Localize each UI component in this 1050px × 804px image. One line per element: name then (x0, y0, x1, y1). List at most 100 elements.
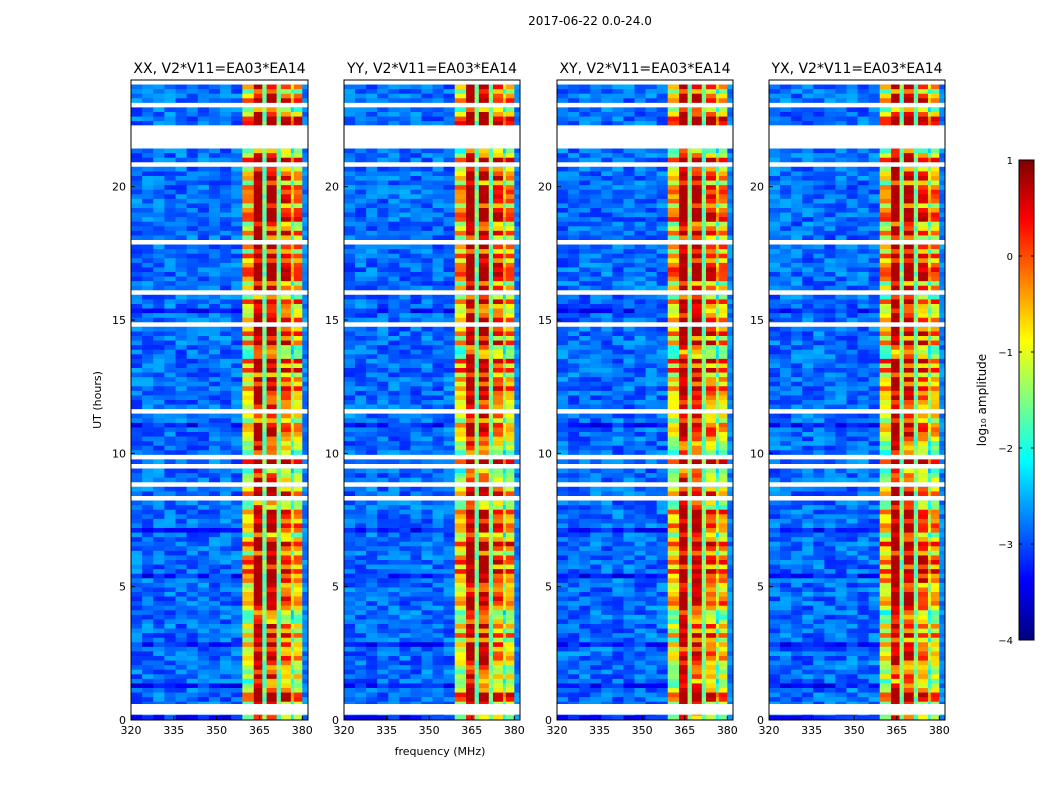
heatmap-cell (153, 249, 165, 254)
heatmap-cell (489, 107, 494, 112)
heatmap-cell (187, 473, 199, 478)
heatmap-cell (399, 610, 411, 615)
heatmap-cell (455, 299, 467, 304)
heatmap-cell (262, 98, 267, 103)
heatmap-cell (291, 149, 294, 154)
heatmap-cell (242, 597, 254, 602)
heatmap-cell (254, 610, 263, 615)
heatmap-cell (366, 382, 378, 387)
heatmap-cell (254, 683, 263, 688)
heatmap-cell (277, 149, 282, 154)
heatmap-cell (176, 249, 188, 254)
heatmap-cell (281, 647, 291, 652)
heatmap-cell (262, 606, 267, 611)
heatmap-cell (421, 405, 433, 410)
heatmap-cell (281, 619, 291, 624)
heatmap-cell (153, 697, 165, 702)
heatmap-cell (479, 528, 489, 533)
heatmap-cell (164, 569, 176, 574)
heatmap-cell (153, 679, 165, 684)
heatmap-cell (153, 363, 165, 368)
heatmap-cell (657, 94, 669, 99)
heatmap-cell (153, 167, 165, 172)
heatmap-cell (187, 487, 199, 492)
heatmap-cell (153, 642, 165, 647)
x-tick-label: 350 (206, 724, 227, 737)
heatmap-cell (142, 272, 154, 277)
heatmap-cell (366, 286, 378, 291)
heatmap-cell (209, 391, 221, 396)
heatmap-cell (421, 222, 433, 227)
heatmap-cell (503, 688, 506, 693)
heatmap-cell (164, 478, 176, 483)
heatmap-cell (493, 281, 503, 286)
heatmap-cell (503, 121, 506, 126)
heatmap-cell (716, 85, 719, 90)
heatmap-cell (254, 459, 263, 464)
heatmap-cell (231, 354, 243, 359)
heatmap-cell (444, 441, 456, 446)
heatmap-cell (277, 267, 282, 272)
heatmap-cell (493, 679, 503, 684)
heatmap-cell (220, 560, 232, 565)
heatmap-cell (421, 400, 433, 405)
heatmap-cell (254, 569, 263, 574)
heatmap-cell (142, 208, 154, 213)
heatmap-cell (444, 359, 456, 364)
heatmap-cell (479, 446, 489, 451)
heatmap-cell (231, 405, 243, 410)
heatmap-cell (489, 286, 494, 291)
heatmap-cell (493, 181, 503, 186)
heatmap-cell (479, 254, 489, 259)
heatmap-cell (294, 382, 303, 387)
heatmap-cell (421, 523, 433, 528)
heatmap-cell (444, 190, 456, 195)
heatmap-cell (444, 418, 456, 423)
heatmap-cell (302, 391, 308, 396)
heatmap-cell (131, 537, 143, 542)
heatmap-cell (344, 286, 356, 291)
heatmap-cell (281, 542, 291, 547)
heatmap-cell (493, 427, 503, 432)
heatmap-cell (142, 350, 154, 355)
heatmap-cell (242, 446, 254, 451)
heatmap-cell (142, 226, 154, 231)
heatmap-cell (377, 309, 389, 314)
heatmap-image (131, 80, 308, 720)
heatmap-cell (153, 112, 165, 117)
heatmap-cell (377, 327, 389, 332)
heatmap-cell (176, 565, 188, 570)
heatmap-cell (281, 546, 291, 551)
heatmap-cell (294, 656, 303, 661)
heatmap-cell (220, 249, 232, 254)
heatmap-cell (388, 281, 400, 286)
heatmap-cell (366, 181, 378, 186)
heatmap-cell (503, 386, 506, 391)
heatmap-cell (220, 533, 232, 538)
heatmap-cell (355, 450, 367, 455)
heatmap-cell (164, 459, 176, 464)
heatmap-cell (294, 647, 303, 652)
heatmap-cell (281, 519, 291, 524)
heatmap-cell (506, 610, 515, 615)
heatmap-cell (366, 85, 378, 90)
heatmap-cell (220, 624, 232, 629)
heatmap-cell (479, 437, 489, 442)
heatmap-cell (209, 478, 221, 483)
heatmap-cell (493, 642, 503, 647)
heatmap-cell (366, 373, 378, 378)
heatmap-cell (131, 304, 143, 309)
heatmap-cell (267, 121, 277, 126)
heatmap-cell (410, 514, 422, 519)
heatmap-cell (503, 281, 506, 286)
heatmap-cell (489, 395, 494, 400)
heatmap-cell (131, 341, 143, 346)
heatmap-cell (377, 610, 389, 615)
heatmap-cell (475, 619, 480, 624)
heatmap-cell (142, 674, 154, 679)
heatmap-cell (242, 555, 254, 560)
heatmap-cell (466, 359, 475, 364)
heatmap-cell (506, 446, 515, 451)
heatmap-cell (142, 542, 154, 547)
heatmap-cell (388, 510, 400, 515)
